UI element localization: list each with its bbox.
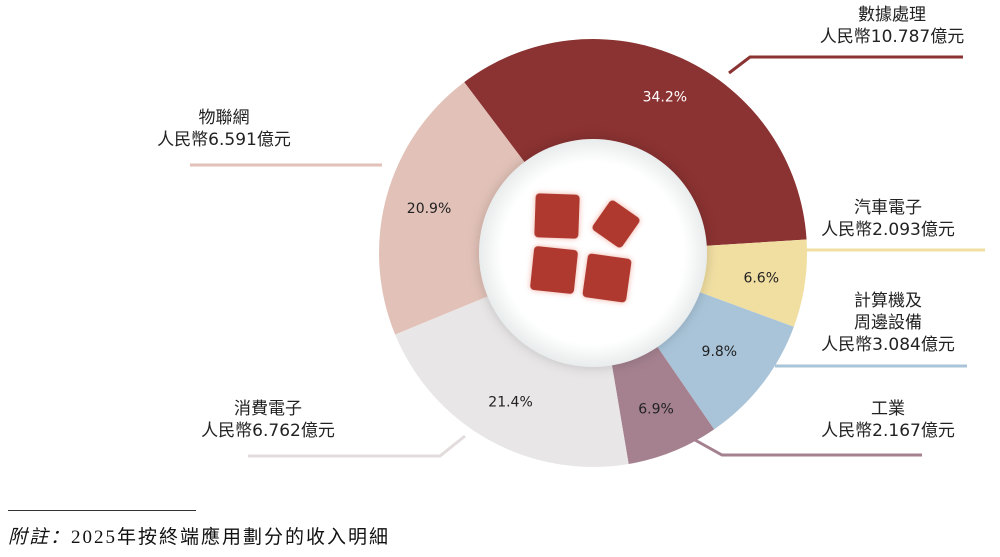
category-label: 消費電子 (234, 399, 302, 419)
slice-1 (688, 239, 807, 327)
leader-lines (190, 55, 985, 458)
category-label: 數據處理 (858, 5, 926, 25)
value-label: 人民幣2.093億元 (821, 220, 955, 240)
percent-label: 21.4% (488, 395, 532, 411)
tile (592, 200, 640, 248)
tile (534, 193, 580, 239)
percent-label: 6.9% (638, 402, 674, 418)
category-label: 物聯網 (199, 108, 250, 128)
footnote: 附註：2025年按終端應用劃分的收入明細 (8, 522, 390, 549)
percent-label: 9.8% (702, 344, 738, 360)
slice-0 (464, 39, 807, 247)
category-label: 汽車電子 (854, 198, 922, 218)
footnote-rule (8, 510, 196, 511)
category-label: 工業 (871, 399, 905, 419)
leader-line (728, 55, 963, 75)
percent-label: 34.2% (643, 90, 687, 106)
slices (379, 39, 807, 467)
value-label: 人民幣3.084億元 (821, 335, 955, 355)
value-label: 人民幣2.167億元 (821, 421, 955, 441)
category-label: 計算機及 (854, 291, 922, 311)
percent-label: 6.6% (743, 270, 779, 286)
tile (530, 246, 578, 294)
slice-5 (379, 82, 532, 335)
four-tiles-icon (530, 193, 640, 303)
footnote-prefix: 附註： (8, 527, 72, 548)
value-label: 人民幣6.762億元 (201, 421, 335, 441)
donut-hole (479, 139, 707, 367)
value-label: 人民幣10.787億元 (820, 27, 964, 47)
percent-label: 20.9% (407, 201, 451, 217)
footnote-text: 2025年按終端應用劃分的收入明細 (71, 527, 391, 548)
slice-4 (395, 291, 629, 467)
value-label: 人民幣6.591億元 (157, 130, 291, 150)
leader-line (694, 438, 922, 457)
slice-2 (650, 288, 794, 430)
tile (582, 253, 632, 303)
leader-line (248, 434, 466, 458)
category-label: 周邊設備 (854, 313, 922, 333)
slice-3 (609, 337, 715, 465)
